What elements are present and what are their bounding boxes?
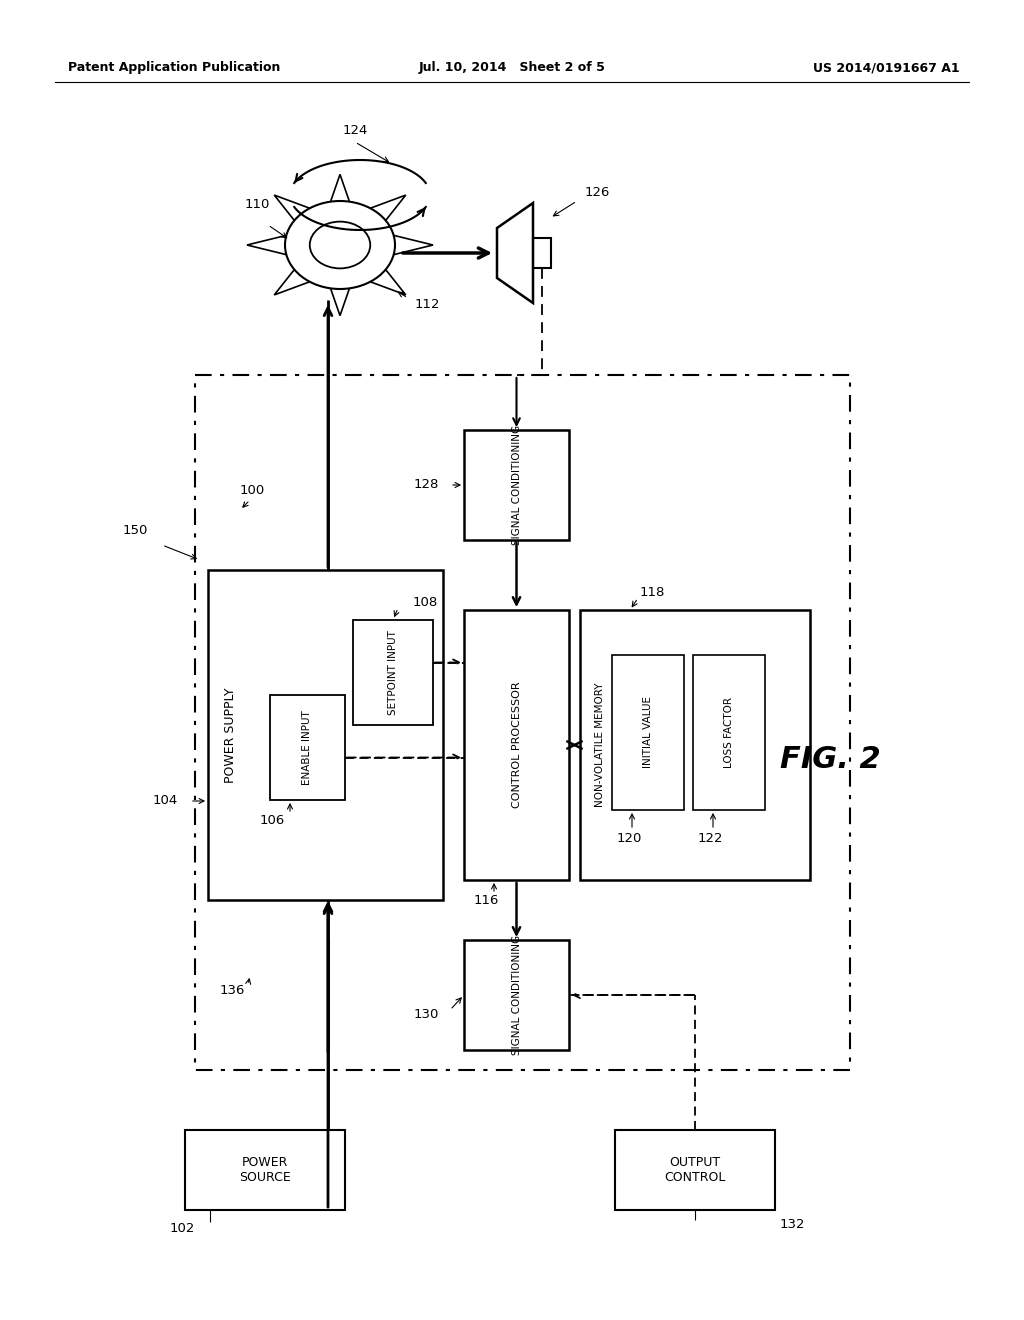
Text: SIGNAL CONDITIONING: SIGNAL CONDITIONING xyxy=(512,425,521,545)
Bar xyxy=(464,940,569,1049)
Bar xyxy=(185,1130,345,1210)
Text: US 2014/0191667 A1: US 2014/0191667 A1 xyxy=(813,62,961,74)
Bar xyxy=(615,1130,775,1210)
Text: 102: 102 xyxy=(170,1221,196,1234)
Text: 132: 132 xyxy=(780,1218,806,1232)
Bar xyxy=(353,620,433,725)
Bar xyxy=(195,375,850,1071)
Text: SIGNAL CONDITIONING: SIGNAL CONDITIONING xyxy=(512,935,521,1055)
Bar xyxy=(464,610,569,880)
Text: 150: 150 xyxy=(123,524,148,536)
Ellipse shape xyxy=(309,222,371,268)
Text: 124: 124 xyxy=(342,124,368,136)
Text: 100: 100 xyxy=(240,483,265,496)
Text: POWER
SOURCE: POWER SOURCE xyxy=(240,1156,291,1184)
Text: Jul. 10, 2014   Sheet 2 of 5: Jul. 10, 2014 Sheet 2 of 5 xyxy=(419,62,605,74)
Text: INITIAL VALUE: INITIAL VALUE xyxy=(643,697,653,768)
Text: 110: 110 xyxy=(245,198,270,211)
Bar xyxy=(208,570,443,900)
Bar xyxy=(464,430,569,540)
Text: CONTROL PROCESSOR: CONTROL PROCESSOR xyxy=(512,681,521,808)
Bar xyxy=(534,238,551,268)
Text: ENABLE INPUT: ENABLE INPUT xyxy=(302,710,312,785)
Bar xyxy=(580,610,810,880)
Text: FIG. 2: FIG. 2 xyxy=(779,746,881,775)
Bar xyxy=(612,655,684,810)
Text: 136: 136 xyxy=(220,983,246,997)
Text: 116: 116 xyxy=(474,894,500,907)
Text: 118: 118 xyxy=(640,586,666,598)
Bar xyxy=(270,696,345,800)
Text: SETPOINT INPUT: SETPOINT INPUT xyxy=(388,630,398,715)
Text: 122: 122 xyxy=(698,832,724,845)
Text: NON-VOLATILE MEMORY: NON-VOLATILE MEMORY xyxy=(595,682,605,808)
Text: 112: 112 xyxy=(415,298,440,312)
Text: 106: 106 xyxy=(260,813,286,826)
Text: Patent Application Publication: Patent Application Publication xyxy=(68,62,281,74)
Text: 120: 120 xyxy=(617,832,642,845)
Text: 108: 108 xyxy=(413,595,438,609)
Text: 130: 130 xyxy=(414,1008,439,1022)
Text: 128: 128 xyxy=(414,479,439,491)
Text: POWER SUPPLY: POWER SUPPLY xyxy=(223,688,237,783)
Text: 104: 104 xyxy=(153,795,178,808)
Bar xyxy=(693,655,765,810)
Text: LOSS FACTOR: LOSS FACTOR xyxy=(724,697,734,768)
Text: 126: 126 xyxy=(585,186,610,199)
Ellipse shape xyxy=(285,201,395,289)
Text: OUTPUT
CONTROL: OUTPUT CONTROL xyxy=(665,1156,726,1184)
